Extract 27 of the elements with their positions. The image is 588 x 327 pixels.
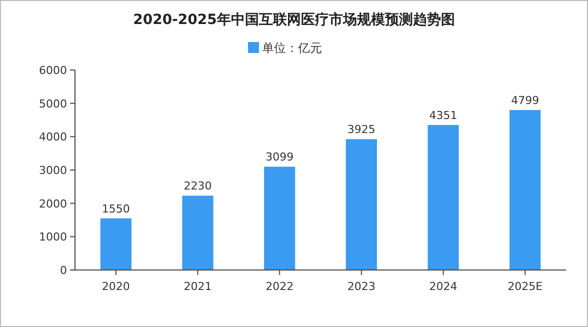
y-tick-label: 5000 (39, 97, 67, 110)
bar (510, 110, 541, 270)
y-tick-label: 0 (60, 264, 67, 277)
y-tick-label: 6000 (39, 64, 67, 77)
bar (182, 196, 214, 270)
y-tick-label: 4000 (39, 130, 67, 144)
x-tick-label: 2021 (184, 280, 212, 293)
bar (100, 218, 132, 270)
data-label: 4351 (429, 108, 458, 122)
data-label: 4799 (511, 94, 540, 108)
y-tick-label: 2000 (39, 197, 67, 210)
data-label: 1550 (102, 202, 130, 216)
data-label: 2230 (184, 180, 212, 193)
bar (346, 139, 377, 270)
bar (264, 166, 296, 270)
y-tick-label: 3000 (39, 164, 67, 177)
data-label: 3099 (266, 150, 294, 164)
x-tick-label: 2022 (266, 280, 294, 293)
legend-label: 单位：亿元 (262, 41, 322, 55)
bar (428, 124, 459, 270)
y-tick-label: 1000 (39, 230, 67, 244)
x-tick-label: 2023 (347, 280, 376, 293)
x-tick-label: 2024 (429, 280, 458, 293)
data-label: 3925 (347, 123, 376, 136)
chart-title: 2020-2025年中国互联网医疗市场规模预测趋势图 (133, 11, 455, 28)
x-tick-label: 2025E (508, 280, 543, 293)
x-tick-label: 2020 (102, 280, 130, 293)
